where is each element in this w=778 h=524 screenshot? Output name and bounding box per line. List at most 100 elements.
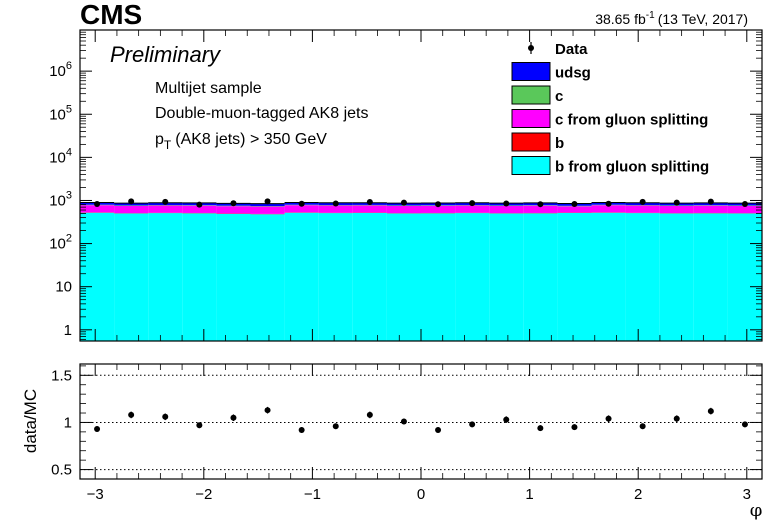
y-tick-label-1: 10 [55,279,72,296]
data-point-14 [571,200,578,207]
bar-b-from-gluon-splitting-bin-0 [80,212,115,341]
bar-c-from-gluon-splitting-bin-12 [489,205,524,214]
y-tick-label-6: 106 [49,60,72,80]
ratio-point-12 [503,416,510,423]
data-point-12 [503,200,510,207]
bar-c-from-gluon-splitting-bin-5 [250,206,285,214]
bar-c-from-gluon-splitting-bin-10 [421,205,456,213]
series-b [80,212,762,215]
bar-b-from-gluon-splitting-bin-4 [216,213,251,341]
data-point-13 [537,201,544,208]
bar-c-from-gluon-splitting-bin-18 [693,205,728,213]
bar-c-from-gluon-splitting-bin-3 [182,205,217,213]
bar-c-from-gluon-splitting-bin-9 [386,205,421,214]
x-tick-label-1: −2 [195,486,212,503]
tagging-label: Double-muon-tagged AK8 jets [155,105,368,122]
ratio-point-17 [673,415,680,422]
legend-label-udsg: udsg [555,65,591,82]
data-point-3 [196,201,203,208]
ratio-point-2 [162,413,169,420]
ratio-y-axis-title: data/MC [21,389,40,453]
sample-label: Multijet sample [155,80,262,97]
legend-label-data: Data [555,41,588,58]
bar-b-from-gluon-splitting-bin-9 [386,213,421,341]
pt-cut-value: (AK8 jets) > 350 GeV [175,131,327,148]
bar-b-from-gluon-splitting-bin-10 [421,213,456,341]
ratio-point-0 [94,426,101,433]
ratio-point-3 [196,422,203,429]
data-point-1 [128,198,135,205]
ratio-point-13 [537,425,544,432]
data-point-7 [332,200,339,207]
legend-swatch-b-from-gluon-splitting [511,156,551,175]
y-tick-label-3: 103 [49,189,72,209]
bar-b-from-gluon-splitting-bin-16 [625,213,660,341]
pt-subscript: T [164,138,172,152]
bar-c-from-gluon-splitting-bin-11 [455,205,490,213]
data-point-19 [741,200,748,207]
x-tick-label-5: 2 [634,486,642,503]
y-tick-exponent-2: 2 [66,233,72,245]
y-tick-exponent-5: 5 [66,103,72,115]
bar-b-from-gluon-splitting-bin-7 [318,213,353,341]
x-tick-label-0: −3 [87,486,104,503]
y-tick-base-4: 10 [49,149,66,166]
ratio-point-15 [605,415,612,422]
ratio-point-14 [571,424,578,431]
bar-b-from-gluon-splitting-bin-14 [557,212,592,341]
stacked-histogram [80,201,762,341]
ratio-y-tick-label-1: 1 [64,414,72,431]
luminosity-value: 38.65 fb [595,11,646,27]
series-c-from-gluon-splitting [80,205,762,214]
bar-udsg-bin-5 [250,203,285,207]
x-tick-label-3: 0 [417,486,425,503]
data-point-5 [264,198,271,205]
data-point-6 [298,200,305,207]
x-tick-label-2: −1 [304,486,321,503]
ratio-plot-frame [79,363,763,480]
y-tick-exponent-6: 6 [66,60,72,72]
data-points [94,198,748,208]
y-tick-label-2: 102 [49,233,72,253]
pt-cut-label: pT (AK8 jets) > 350 GeV [155,131,327,152]
bar-c-from-gluon-splitting-bin-1 [114,205,149,214]
y-tick-base-5: 10 [49,106,66,123]
ratio-y-axis: 0.5 1 1.5 [51,365,762,479]
legend-swatch-c-from-gluon-splitting [511,109,551,128]
data-point-4 [230,200,237,207]
energy-year: (13 TeV, 2017) [658,11,748,27]
ratio-x-axis: −3 −2 −1 0 1 2 3 [87,364,751,503]
bar-c-from-gluon-splitting-bin-8 [352,205,387,213]
bar-c-from-gluon-splitting-bin-14 [557,206,592,213]
legend-label-c: c [555,88,563,105]
x-axis-title: φ [750,500,763,521]
bar-b-from-gluon-splitting-bin-1 [114,213,149,341]
y-tick-base-2: 10 [49,236,66,253]
y-tick-label-5: 105 [49,103,72,123]
data-point-15 [605,200,612,207]
ratio-point-7 [332,423,339,430]
ratio-point-16 [639,423,646,430]
bar-c-from-gluon-splitting-bin-0 [80,205,115,213]
legend: Data udsg c c from gluon splitting b b from g… [511,41,709,176]
bar-c-from-gluon-splitting-bin-13 [523,205,558,213]
experiment-label: CMS [80,0,142,30]
bar-b-from-gluon-splitting-bin-12 [489,213,524,341]
y-tick-exponent-3: 3 [66,189,72,201]
y-tick-exponent-4: 4 [66,146,72,158]
bar-c-from-gluon-splitting-bin-4 [216,206,251,214]
y-tick-base-6: 10 [49,63,66,80]
bar-c-from-gluon-splitting-bin-7 [318,205,353,213]
data-point-10 [435,201,442,208]
ratio-point-8 [366,411,373,418]
ratio-y-tick-label-2: 1.5 [51,367,72,384]
bar-c-bin-5 [250,206,285,207]
bar-b-from-gluon-splitting-bin-19 [727,213,762,341]
x-tick-label-4: 1 [525,486,533,503]
data-point-2 [162,198,169,205]
legend-swatch-b [511,132,551,152]
bar-b-from-gluon-splitting-bin-18 [693,213,728,341]
legend-label-c-from-gluon-splitting: c from gluon splitting [555,112,708,129]
